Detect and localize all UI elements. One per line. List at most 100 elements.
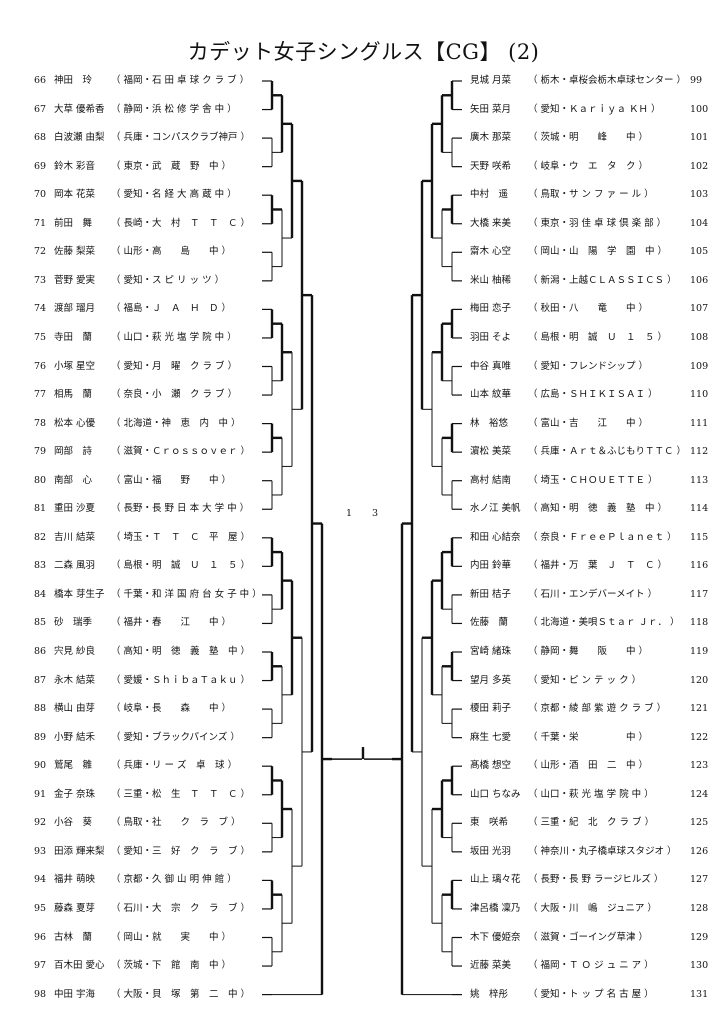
entry-seed: 116 [690, 560, 709, 572]
entry-name: 大橋 来美 [470, 217, 512, 229]
left-entry: 91 金子 奈珠 （ 三重・松 生 Ｔ Ｔ Ｃ ） [34, 786, 296, 804]
entry-name: 相馬 蘭 [54, 389, 93, 401]
entry-seed: 115 [690, 531, 709, 543]
entry-name: 宍見 紗良 [54, 646, 96, 657]
entry-team: （ 奈良・小 瀬 ク ラ ブ ） [111, 389, 238, 401]
entry-team: （ 山形・高 島 中 ） [111, 246, 232, 258]
entry-name: 羽田 そよ [470, 331, 512, 343]
left-entry: 71 前田 舞 （ 長崎・大 村 Ｔ Ｔ Ｃ ） [34, 215, 296, 233]
right-entry: 99 見城 月菜 （ 栃木・卓桜会栃木卓球センター ） [470, 72, 710, 90]
left-entry: 82 吉川 結菜 （ 埼玉・Ｔ Ｔ Ｃ 平 屋 ） [34, 529, 296, 547]
entry-name: 松本 心優 [54, 417, 96, 429]
entry-seed: 67 [34, 103, 47, 115]
right-entry: 117 新田 桔子 （ 石川・エンデバーメイト ） [470, 586, 710, 604]
entry-team: （ 秋田・八 竜 中 ） [528, 303, 649, 315]
entry-team: （ 愛知・フレンドシップ ） [528, 360, 649, 372]
left-entry: 77 相馬 蘭 （ 奈良・小 瀬 ク ラ ブ ） [34, 386, 296, 404]
entry-seed: 105 [690, 246, 709, 258]
entry-seed: 98 [34, 988, 47, 1000]
entry-seed: 126 [690, 845, 709, 857]
entry-name: 吉川 結菜 [54, 531, 96, 543]
left-entry: 86 宍見 紗良 （ 高知・明 徳 義 塾 中 ） [34, 643, 296, 661]
entry-team: （ 福井・万 葉 Ｊ Ｔ Ｃ ） [528, 560, 668, 572]
left-entry: 80 南部 心 （ 富山・福 野 中 ） [34, 472, 296, 490]
entry-name: 東 咲希 [470, 817, 509, 829]
entry-seed: 73 [34, 274, 47, 286]
left-entry: 78 松本 心優 （ 北海道・神 恵 内 中 ） [34, 415, 296, 433]
entry-team: （ 埼玉・Ｔ Ｔ Ｃ 平 屋 ） [111, 531, 251, 543]
entry-name: 山口 ちなみ [470, 788, 521, 800]
entry-seed: 84 [34, 588, 47, 600]
entry-team: （ 愛知・ブラックパインズ ） [111, 731, 240, 743]
left-entry: 68 白波瀬 由梨 （ 兵庫・コンパスクラブ神戸 ） [34, 129, 296, 147]
right-entry: 129 木下 優姫奈 （ 滋賀・ゴーイング草津 ） [470, 929, 710, 947]
entry-name: 神田 玲 [54, 75, 93, 86]
entry-team: （ 栃木・卓桜会栃木卓球センター ） [528, 75, 687, 86]
entry-seed: 129 [690, 931, 709, 943]
right-entry: 124 山口 ちなみ （ 山口・萩 光 塩 学 院 中 ） [470, 786, 710, 804]
right-entry: 111 林 裕悠 （ 富山・吉 江 中 ） [470, 415, 710, 433]
entry-seed: 86 [34, 646, 47, 657]
entry-name: 岡本 花菜 [54, 189, 96, 201]
right-entry: 123 髙橋 想空 （ 山形・酒 田 二 中 ） [470, 757, 710, 775]
left-entry: 90 鷲尾 雛 （ 兵庫・リ ー ズ 卓 球 ） [34, 757, 296, 775]
right-entry: 114 水ノ江 美帆 （ 高知・明 徳 義 塾 中 ） [470, 500, 710, 518]
entry-team: （ 山口・萩 光 塩 学 院 中 ） [111, 331, 237, 343]
entry-name: 齋木 心空 [470, 246, 512, 258]
entry-name: 百木田 愛心 [54, 960, 105, 972]
entry-seed: 69 [34, 160, 47, 172]
right-entry: 125 東 咲希 （ 三重・紀 北 ク ラ ブ ） [470, 814, 710, 832]
right-entry: 107 梅田 恋子 （ 秋田・八 竜 中 ） [470, 300, 710, 318]
entry-seed: 107 [690, 303, 709, 315]
entry-team: （ 石川・大 宗 ク ラ ブ ） [111, 902, 251, 914]
entry-team: （ 神奈川・丸子橋卓球スタジオ ） [528, 845, 677, 857]
entry-seed: 89 [34, 731, 47, 743]
entry-team: （ 岐阜・ウ エ タ ク ） [528, 160, 649, 172]
entry-seed: 121 [690, 703, 709, 715]
entry-name: 高村 結南 [470, 474, 512, 486]
entry-name: 山上 璃々花 [470, 874, 521, 886]
right-entry: 120 望月 多英 （ 愛知・ピ ン テ ッ ク ） [470, 672, 710, 690]
right-entry: 121 榎田 莉子 （ 京都・綾 部 紫 遊 ク ラ ブ ） [470, 700, 710, 718]
right-entry: 119 宮崎 緒珠 （ 静岡・舞 阪 中 ） [470, 643, 710, 661]
left-entry: 96 古林 蘭 （ 岡山・就 実 中 ） [34, 929, 296, 947]
entry-seed: 93 [34, 845, 47, 857]
right-entry: 115 和田 心結奈 （ 奈良・ＦｒｅｅＰｌａｎｅｔ ） [470, 529, 710, 547]
entry-seed: 119 [690, 646, 709, 657]
entry-team: （ 愛媛・ＳｈｉｂａＴａｋｕ ） [111, 674, 251, 686]
entry-team: （ 福岡・石 田 卓 球 ク ラ ブ ） [111, 75, 250, 86]
entry-team: （ 富山・吉 江 中 ） [528, 417, 649, 429]
entry-name: 前田 舞 [54, 217, 93, 229]
entry-team: （ 愛知・ス ピ リ ッ ツ ） [111, 274, 225, 286]
right-entry: 101 廣木 那菜 （ 茨城・明 峰 中 ） [470, 129, 710, 147]
entry-name: 榎田 莉子 [470, 703, 512, 715]
entry-seed: 94 [34, 874, 47, 886]
left-entry: 94 福井 萌映 （ 京都・久 御 山 明 伸 館 ） [34, 871, 296, 889]
entry-team: （ 埼玉・ＣＨＯＵＥＴＴＥ ） [528, 474, 658, 486]
entry-team: （ 兵庫・Ａｒｔ＆ふじもりＴＴＣ ） [528, 446, 687, 458]
right-entry: 110 山本 紋華 （ 広島・ＳＨＩＫＩＳＡＩ ） [470, 386, 710, 404]
right-entry: 118 佐藤 蘭 （ 北海道・美唄Ｓｔａｒ Ｊｒ． ） [470, 614, 710, 632]
left-entry: 95 藤森 夏芽 （ 石川・大 宗 ク ラ ブ ） [34, 900, 296, 918]
entry-team: （ 高知・明 徳 義 塾 中 ） [111, 646, 251, 657]
right-entry: 127 山上 璃々花 （ 長野・長 野 ラージヒルズ ） [470, 871, 710, 889]
left-entry: 75 寺田 蘭 （ 山口・萩 光 塩 学 院 中 ） [34, 329, 296, 347]
right-entry: 109 中谷 真唯 （ 愛知・フレンドシップ ） [470, 358, 710, 376]
entry-name: 木下 優姫奈 [470, 931, 521, 943]
left-entry: 72 佐藤 梨菜 （ 山形・高 島 中 ） [34, 243, 296, 261]
entry-team: （ 新潟・上越ＣＬＡＳＳＩＣＳ ） [528, 274, 677, 286]
entry-seed: 100 [690, 103, 709, 115]
left-entry: 87 永木 結菜 （ 愛媛・ＳｈｉｂａＴａｋｕ ） [34, 672, 296, 690]
entry-name: 佐藤 梨菜 [54, 246, 96, 258]
entry-name: 白波瀬 由梨 [54, 132, 105, 144]
entry-team: （ 山口・萩 光 塩 学 院 中 ） [528, 788, 654, 800]
entry-seed: 80 [34, 474, 47, 486]
entry-seed: 74 [34, 303, 47, 315]
entry-name: 佐藤 蘭 [470, 617, 509, 629]
entry-name: 藤森 夏芽 [54, 902, 96, 914]
entry-name: 山本 紋華 [470, 389, 512, 401]
entry-name: 岡部 詩 [54, 446, 93, 458]
entry-name: 坂田 光羽 [470, 845, 512, 857]
entry-team: （ 茨城・明 峰 中 ） [528, 132, 649, 144]
